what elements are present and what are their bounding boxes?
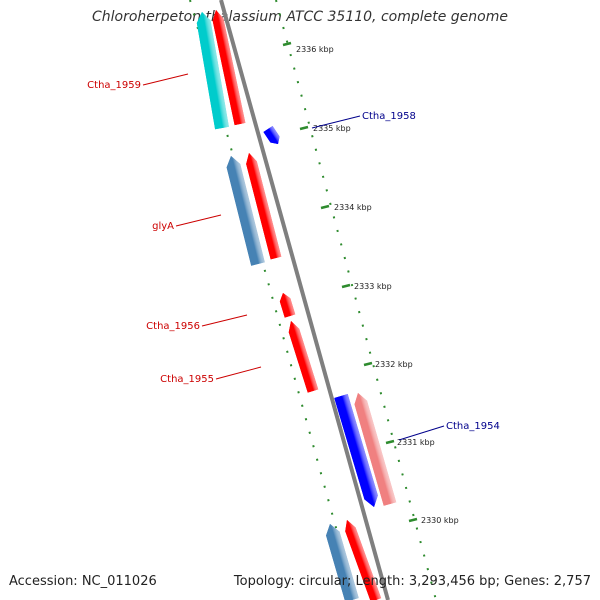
gene-feature-shade (279, 293, 296, 318)
tick-label: 2335 kbp (313, 124, 351, 133)
label-leader-line (311, 115, 361, 129)
label-leader-line (175, 214, 222, 227)
gene-feature-shade (246, 153, 282, 260)
gene-label: Ctha_1959 (87, 80, 141, 91)
genome-summary-text: Topology: circular; Length: 3,293,456 bp… (233, 574, 591, 589)
gene-feature-shade (345, 520, 382, 600)
tick-mark (341, 283, 351, 289)
labels-layer: Ctha_1959 Ctha_1958 glyA Ctha_1956 Ctha_1955… (87, 73, 500, 441)
gene-label: Ctha_1958 (362, 111, 416, 122)
gene-label: glyA (152, 221, 174, 232)
tick-mark (299, 125, 309, 131)
tick-label: 2334 kbp (334, 203, 372, 212)
label-leader-line (142, 73, 189, 86)
tick-label: 2331 kbp (397, 438, 435, 447)
tick-mark (282, 41, 292, 47)
label-leader-line (201, 314, 248, 327)
map-title: Chloroherpeton thalassium ATCC 35110, co… (92, 9, 508, 25)
tick-mark (408, 517, 418, 523)
tick-label: 2333 kbp (354, 282, 392, 291)
outer-track (189, 0, 357, 600)
gene-feature-shade (326, 524, 359, 600)
tick-label: 2332 kbp (375, 360, 413, 369)
genes-layer (196, 10, 397, 600)
gene-feature-shade (263, 125, 280, 144)
ticks-layer: 2336 kbp 2335 kbp 2334 kbp 2333 kbp 2332 kbp… (282, 41, 459, 525)
label-leader-line (398, 425, 445, 441)
gene-feature-shade (334, 394, 378, 507)
label-leader-line (215, 366, 262, 380)
accession-text: Accession: NC_011026 (9, 574, 157, 589)
gene-feature-shade (354, 393, 397, 506)
gene-feature-shade (212, 10, 246, 126)
gene-feature-shade (288, 321, 319, 393)
tick-mark (363, 361, 373, 367)
gene-label: Ctha_1954 (446, 421, 500, 432)
tick-mark (385, 439, 395, 445)
gene-label: Ctha_1955 (160, 374, 214, 385)
tick-label: 2336 kbp (296, 45, 334, 54)
tick-label: 2330 kbp (421, 516, 459, 525)
tick-mark (320, 204, 330, 210)
gene-feature-shade (196, 12, 229, 130)
gene-label: Ctha_1956 (146, 321, 200, 332)
inner-track (275, 0, 437, 600)
backbone-line (219, 0, 390, 600)
gene-feature-shade (226, 156, 265, 266)
